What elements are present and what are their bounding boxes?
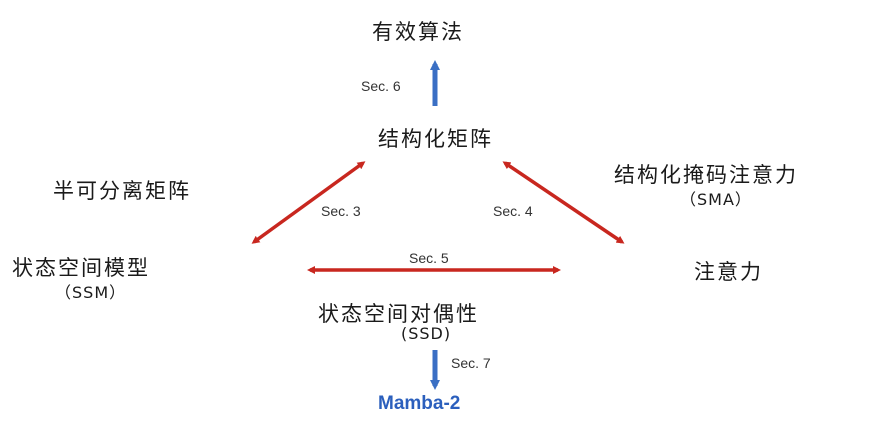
label-sec7: Sec. 7 xyxy=(451,355,491,371)
label-sec3: Sec. 3 xyxy=(321,203,361,219)
node-sma-title: 结构化掩码注意力 xyxy=(614,163,798,187)
node-efficient-algorithms: 有效算法 xyxy=(372,20,464,44)
label-sec5: Sec. 5 xyxy=(409,250,449,266)
node-ssm-title: 状态空间模型 xyxy=(12,256,150,280)
node-semiseparable-matrix: 半可分离矩阵 xyxy=(53,179,191,203)
node-ssm-abbr: （SSM） xyxy=(55,283,127,302)
node-sma-abbr: （SMA） xyxy=(680,190,752,209)
node-ssd-abbr: (SSD) xyxy=(401,324,452,343)
node-structured-matrix: 结构化矩阵 xyxy=(378,127,493,151)
label-sec6: Sec. 6 xyxy=(361,78,401,94)
label-sec4: Sec. 4 xyxy=(493,203,533,219)
arrow-sec3 xyxy=(251,161,366,244)
arrow-sec4 xyxy=(502,161,625,244)
node-ssd-title: 状态空间对偶性 xyxy=(318,302,479,326)
node-mamba2: Mamba-2 xyxy=(378,393,461,414)
node-attention: 注意力 xyxy=(694,260,763,284)
